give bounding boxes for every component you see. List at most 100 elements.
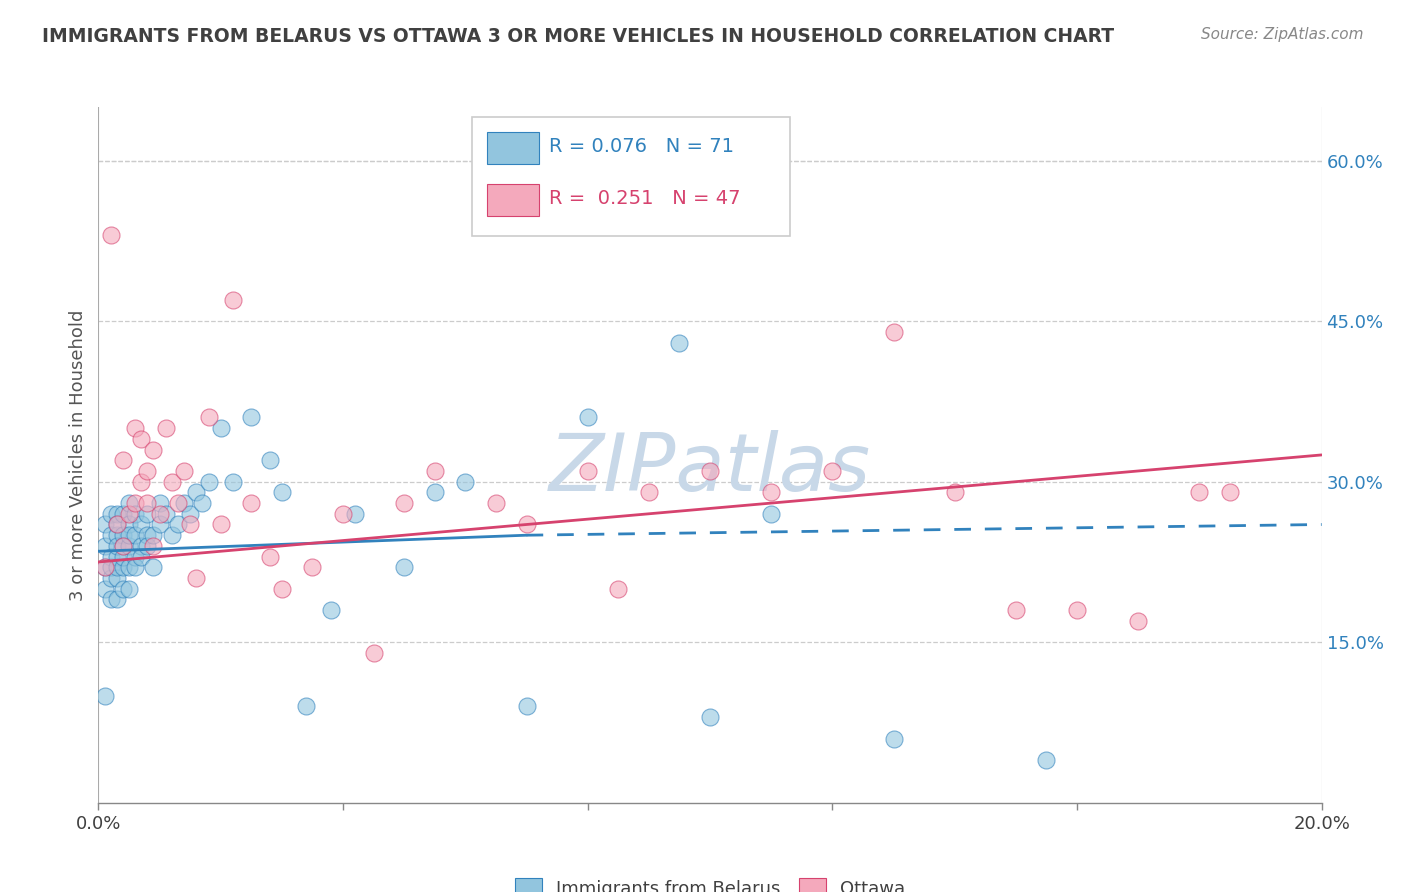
Point: [668, 335, 690, 350]
Point: [332, 507, 354, 521]
Point: [124, 549, 146, 564]
Point: [118, 496, 141, 510]
Point: [454, 475, 477, 489]
Point: [100, 549, 122, 564]
Point: [118, 582, 141, 596]
Point: [363, 646, 385, 660]
Point: [111, 453, 134, 467]
Point: [136, 496, 159, 510]
FancyBboxPatch shape: [488, 132, 538, 164]
Point: [100, 528, 122, 542]
Point: [883, 325, 905, 339]
Point: [759, 485, 782, 500]
Point: [173, 496, 195, 510]
Point: [516, 517, 538, 532]
Point: [155, 507, 177, 521]
Point: [270, 582, 292, 596]
Point: [295, 699, 318, 714]
Point: [149, 496, 172, 510]
Point: [240, 410, 263, 425]
Point: [197, 410, 219, 425]
Point: [423, 485, 446, 500]
Point: [93, 560, 115, 574]
Point: [173, 464, 195, 478]
Point: [637, 485, 661, 500]
Point: [124, 560, 146, 574]
Point: [93, 517, 115, 532]
Point: [259, 453, 281, 467]
Point: [699, 464, 721, 478]
FancyBboxPatch shape: [471, 118, 790, 235]
Point: [142, 560, 165, 574]
Point: [160, 475, 183, 489]
Point: [129, 539, 152, 553]
Point: [105, 507, 128, 521]
Point: [93, 560, 115, 574]
FancyBboxPatch shape: [488, 185, 538, 216]
Point: [124, 528, 146, 542]
Point: [155, 421, 177, 435]
Point: [136, 528, 159, 542]
Point: [93, 582, 115, 596]
Point: [129, 475, 152, 489]
Point: [149, 517, 172, 532]
Point: [100, 507, 122, 521]
Point: [142, 539, 165, 553]
Point: [699, 710, 721, 724]
Point: [943, 485, 966, 500]
Point: [111, 528, 134, 542]
Point: [129, 517, 152, 532]
Point: [179, 507, 201, 521]
Point: [270, 485, 292, 500]
Point: [124, 496, 146, 510]
Point: [136, 464, 159, 478]
Point: [179, 517, 201, 532]
Point: [319, 603, 342, 617]
Point: [344, 507, 367, 521]
Text: R =  0.251   N = 47: R = 0.251 N = 47: [548, 189, 740, 209]
Point: [1004, 603, 1026, 617]
Point: [576, 464, 599, 478]
Point: [93, 539, 115, 553]
Point: [392, 560, 416, 574]
Point: [1128, 614, 1150, 628]
Point: [485, 496, 508, 510]
Point: [1035, 753, 1057, 767]
Point: [124, 421, 146, 435]
Point: [111, 560, 134, 574]
Point: [136, 539, 159, 553]
Point: [607, 582, 630, 596]
Point: [142, 442, 165, 457]
Point: [100, 592, 122, 607]
Point: [191, 496, 214, 510]
Point: [118, 517, 141, 532]
Point: [105, 571, 128, 585]
Point: [222, 293, 245, 307]
Point: [118, 560, 141, 574]
Text: ZIPatlas: ZIPatlas: [548, 430, 872, 508]
Point: [100, 560, 122, 574]
Point: [129, 432, 152, 446]
Point: [129, 549, 152, 564]
Point: [883, 731, 905, 746]
Y-axis label: 3 or more Vehicles in Household: 3 or more Vehicles in Household: [69, 310, 87, 600]
Point: [167, 496, 190, 510]
Point: [423, 464, 446, 478]
Point: [167, 517, 190, 532]
Point: [1219, 485, 1241, 500]
Point: [118, 507, 141, 521]
Point: [111, 539, 134, 553]
Point: [118, 528, 141, 542]
Point: [111, 582, 134, 596]
Point: [576, 410, 599, 425]
Point: [209, 421, 232, 435]
Point: [1188, 485, 1211, 500]
Point: [105, 549, 128, 564]
Legend: Immigrants from Belarus, Ottawa: Immigrants from Belarus, Ottawa: [508, 871, 912, 892]
Point: [105, 592, 128, 607]
Point: [105, 539, 128, 553]
Point: [142, 528, 165, 542]
Point: [93, 689, 115, 703]
Point: [100, 228, 122, 243]
Text: Source: ZipAtlas.com: Source: ZipAtlas.com: [1201, 27, 1364, 42]
